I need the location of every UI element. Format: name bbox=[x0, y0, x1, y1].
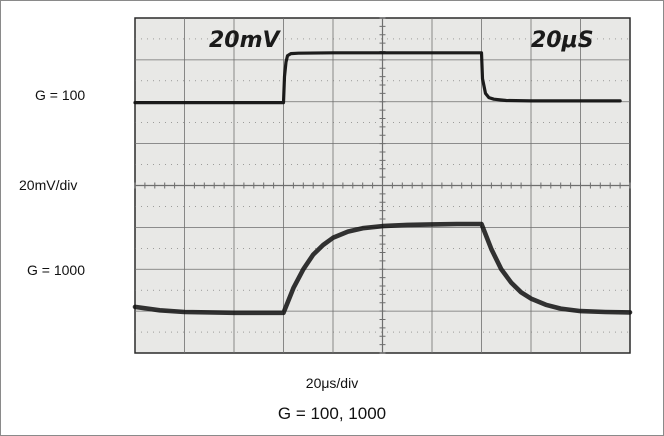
trace-g100 bbox=[133, 51, 622, 105]
screen-time-label: 20μS bbox=[531, 28, 594, 53]
horizontal-scale-label: 20μs/div bbox=[305, 375, 359, 391]
lower-trace-label: G = 1000 bbox=[27, 262, 85, 278]
upper-trace-label: G = 100 bbox=[35, 87, 86, 103]
vertical-scale-label: 20mV/div bbox=[19, 177, 78, 193]
trace-g1000 bbox=[132, 221, 633, 316]
figure-caption: G = 100, 1000 bbox=[277, 404, 387, 423]
screen-volts-label: 20mV bbox=[209, 28, 282, 53]
traces bbox=[132, 51, 633, 316]
